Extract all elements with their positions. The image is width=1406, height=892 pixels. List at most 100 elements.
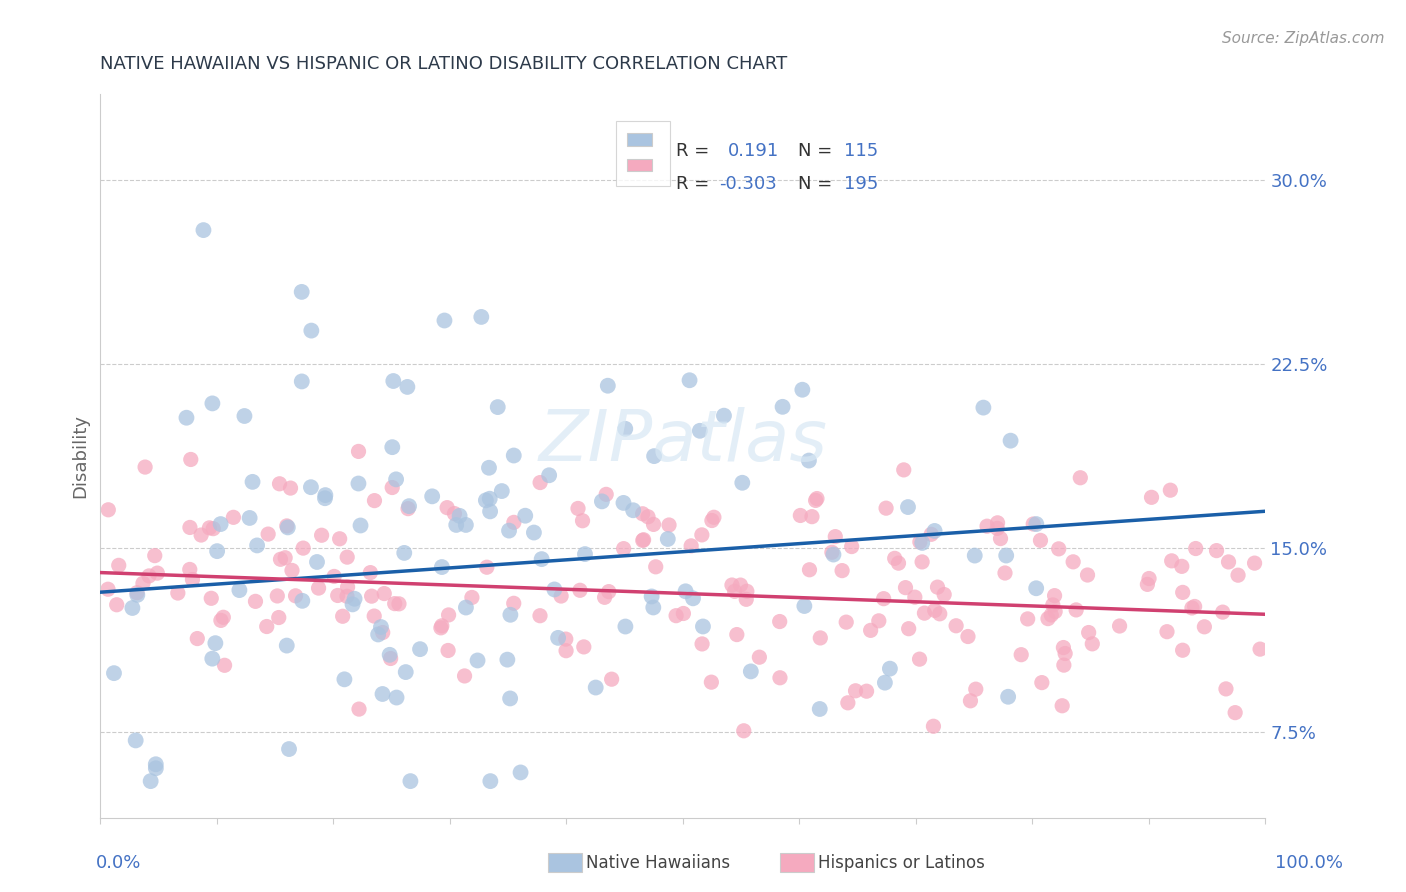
Point: [363, 493, 385, 508]
Point: [585, 681, 607, 695]
Point: [1171, 585, 1194, 599]
Point: [437, 607, 460, 622]
Point: [198, 521, 221, 535]
Text: 115: 115: [844, 143, 879, 161]
Point: [205, 544, 228, 558]
Point: [595, 487, 617, 501]
Point: [574, 547, 596, 561]
Point: [643, 517, 665, 532]
Text: ZIPatlas: ZIPatlas: [538, 407, 827, 476]
Point: [291, 594, 314, 608]
Point: [538, 468, 561, 483]
Point: [246, 538, 269, 552]
Point: [1036, 612, 1059, 626]
Point: [478, 491, 501, 506]
Point: [730, 578, 752, 592]
Point: [193, 223, 215, 237]
Point: [1184, 599, 1206, 614]
Point: [965, 682, 987, 697]
Point: [97, 503, 120, 517]
Point: [927, 580, 949, 594]
Point: [823, 548, 845, 562]
Point: [242, 475, 264, 489]
Point: [1249, 642, 1271, 657]
Text: 195: 195: [844, 175, 879, 193]
Point: [1171, 643, 1194, 657]
Point: [1159, 483, 1181, 498]
Point: [733, 723, 755, 738]
Point: [347, 444, 370, 458]
Point: [713, 409, 735, 423]
Text: N =: N =: [797, 175, 832, 193]
Point: [875, 501, 897, 516]
Point: [700, 514, 723, 528]
Point: [893, 463, 915, 477]
Point: [1181, 601, 1204, 615]
Point: [276, 519, 298, 533]
Point: [257, 527, 280, 541]
Point: [276, 639, 298, 653]
Point: [145, 761, 167, 775]
Point: [690, 528, 713, 542]
Point: [245, 594, 267, 608]
Point: [125, 585, 148, 599]
Point: [371, 625, 394, 640]
Point: [371, 687, 394, 701]
Point: [725, 627, 748, 641]
Point: [239, 511, 262, 525]
Point: [145, 757, 167, 772]
Point: [1156, 624, 1178, 639]
Point: [314, 491, 336, 506]
Point: [872, 591, 894, 606]
Point: [868, 614, 890, 628]
Point: [143, 549, 166, 563]
Point: [105, 598, 128, 612]
Point: [378, 648, 401, 662]
Point: [613, 541, 636, 556]
Point: [146, 566, 169, 581]
Point: [333, 673, 356, 687]
Point: [1223, 706, 1246, 720]
Point: [644, 559, 666, 574]
Point: [793, 599, 815, 613]
Point: [922, 719, 945, 733]
Point: [430, 619, 453, 633]
Point: [593, 591, 616, 605]
Point: [631, 533, 654, 548]
Point: [202, 522, 225, 536]
Point: [382, 374, 405, 388]
Point: [453, 669, 475, 683]
Point: [284, 589, 307, 603]
Point: [479, 504, 502, 518]
Point: [831, 564, 853, 578]
Point: [166, 586, 188, 600]
Point: [132, 576, 155, 591]
Point: [179, 562, 201, 576]
Point: [600, 672, 623, 686]
Point: [479, 774, 502, 789]
Point: [1160, 554, 1182, 568]
Point: [1040, 607, 1063, 622]
Point: [461, 591, 484, 605]
Point: [1042, 598, 1064, 612]
Point: [342, 598, 364, 612]
Point: [138, 569, 160, 583]
Point: [103, 666, 125, 681]
Point: [267, 610, 290, 624]
Point: [530, 552, 553, 566]
Point: [550, 589, 572, 603]
Point: [731, 475, 754, 490]
Point: [956, 630, 979, 644]
Point: [879, 662, 901, 676]
Point: [336, 589, 359, 603]
Point: [454, 600, 477, 615]
Point: [1050, 698, 1073, 713]
Point: [657, 532, 679, 546]
Point: [804, 493, 827, 508]
Point: [381, 481, 404, 495]
Point: [824, 530, 846, 544]
Point: [180, 452, 202, 467]
Point: [498, 524, 520, 538]
Point: [190, 528, 212, 542]
Point: [430, 621, 453, 635]
